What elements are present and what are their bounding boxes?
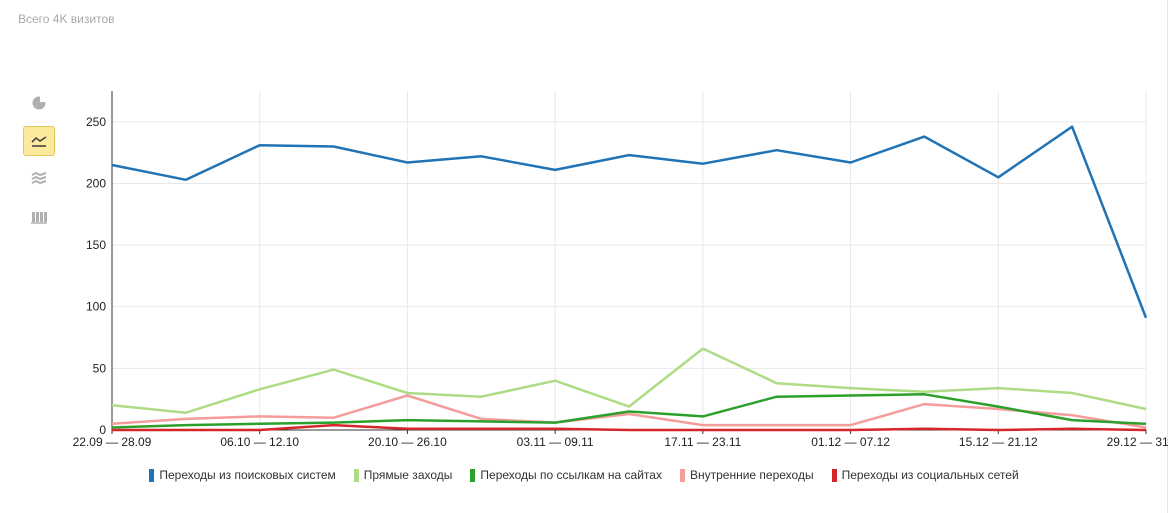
legend-item[interactable]: Внутренние переходы: [679, 468, 814, 482]
area-chart-button[interactable]: [23, 164, 55, 194]
pie-chart-button[interactable]: [23, 88, 55, 118]
legend-swatch: [470, 468, 476, 482]
legend-label: Переходы из поисковых систем: [159, 468, 336, 482]
series-line: [112, 423, 1147, 432]
legend-item[interactable]: Переходы по ссылкам на сайтах: [470, 468, 662, 482]
series-line: [111, 125, 1148, 319]
legend-label: Переходы по ссылкам на сайтах: [480, 468, 662, 482]
x-tick-label: 20.10 — 26.10: [368, 435, 447, 449]
x-tick-label: 22.09 — 28.09: [73, 435, 152, 449]
y-tick-label: 150: [86, 238, 106, 252]
x-tick-label: 03.11 — 09.11: [517, 435, 594, 449]
bar-chart-icon: [31, 212, 47, 224]
chart-type-toolbar: [23, 88, 57, 240]
x-tick-label: 17.11 — 23.11: [664, 435, 741, 449]
series-line: [111, 393, 1147, 429]
chart-legend: Переходы из поисковых систем Прямые заход…: [0, 468, 1168, 482]
x-tick-label: 01.12 — 07.12: [811, 435, 890, 449]
x-tick-label: 15.12 — 21.12: [959, 435, 1038, 449]
legend-swatch: [353, 468, 359, 482]
y-tick-label: 0: [99, 423, 106, 437]
area-chart-icon: [31, 171, 47, 185]
total-visits-label: Всего 4K визитов: [18, 12, 115, 26]
legend-swatch: [831, 468, 837, 482]
x-tick-label: 06.10 — 12.10: [220, 435, 299, 449]
legend-swatch: [679, 468, 685, 482]
legend-item[interactable]: Переходы из поисковых систем: [149, 468, 336, 482]
series-line: [111, 394, 1147, 429]
legend-label: Прямые заходы: [363, 468, 453, 482]
line-chart-icon: [31, 136, 47, 147]
y-tick-label: 50: [93, 361, 107, 375]
legend-label: Внутренние переходы: [689, 468, 814, 482]
x-tick-label: 29.12 — 31.12: [1107, 435, 1168, 449]
legend-swatch: [149, 468, 155, 482]
line-chart-button[interactable]: [23, 126, 55, 156]
y-tick-label: 100: [86, 300, 106, 314]
pie-chart-icon: [32, 95, 47, 110]
y-tick-label: 200: [86, 176, 106, 190]
visits-line-chart: 0 50 100 150 200 250 22.09 — 28.09 06.10 — 12.1…: [73, 91, 1168, 449]
legend-item[interactable]: Прямые заходы: [353, 468, 453, 482]
legend-label: Переходы из социальных сетей: [841, 468, 1019, 482]
y-tick-label: 250: [86, 115, 106, 129]
series-line: [111, 347, 1147, 414]
legend-item[interactable]: Переходы из социальных сетей: [831, 468, 1019, 482]
bar-chart-button[interactable]: [23, 202, 55, 232]
